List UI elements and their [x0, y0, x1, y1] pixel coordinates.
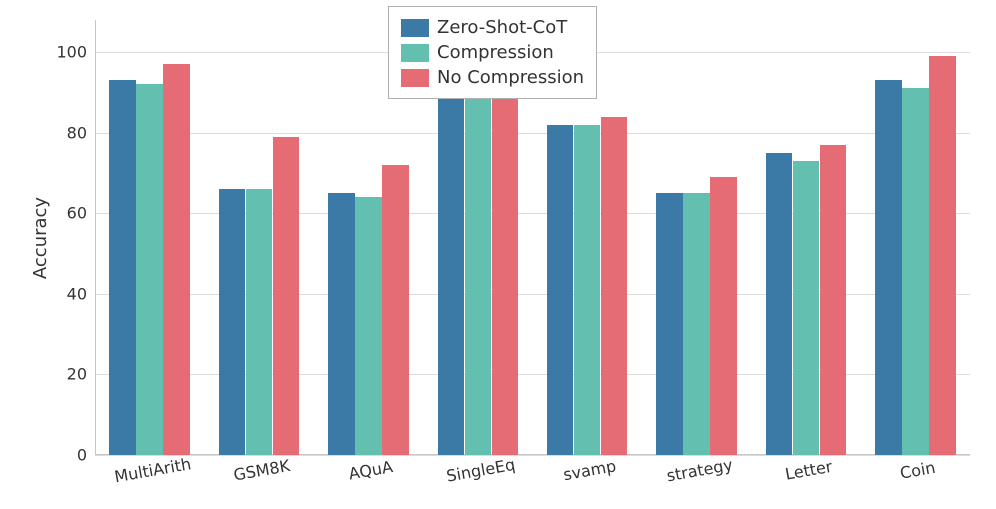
ytick-label: 0: [77, 446, 95, 465]
legend-item: Compression: [401, 40, 584, 65]
y-axis-label: Accuracy: [30, 196, 51, 278]
bar: [382, 165, 408, 455]
legend-item: Zero-Shot-CoT: [401, 15, 584, 40]
y-axis-line: [95, 20, 96, 455]
bar: [136, 84, 162, 455]
bar: [710, 177, 736, 455]
bar: [574, 125, 600, 455]
bar: [273, 137, 299, 455]
bar: [547, 125, 573, 455]
chart-container: 020406080100MultiArithGSM8KAQuASingleEqs…: [0, 0, 996, 509]
bar: [820, 145, 846, 455]
bar: [683, 193, 709, 455]
bar: [929, 56, 955, 455]
ytick-label: 20: [67, 365, 95, 384]
legend: Zero-Shot-CoT Compression No Compression: [388, 6, 597, 99]
bar: [163, 64, 189, 455]
bar: [875, 80, 901, 455]
ytick-label: 80: [67, 123, 95, 142]
legend-label: Compression: [437, 42, 554, 63]
legend-swatch: [401, 44, 429, 62]
bar: [656, 193, 682, 455]
legend-item: No Compression: [401, 65, 584, 90]
ytick-label: 100: [56, 43, 95, 62]
bar: [793, 161, 819, 455]
ytick-label: 40: [67, 284, 95, 303]
bar: [246, 189, 272, 455]
legend-swatch: [401, 19, 429, 37]
bar: [219, 189, 245, 455]
bar: [902, 88, 928, 455]
bar: [465, 88, 491, 455]
legend-swatch: [401, 69, 429, 87]
legend-label: No Compression: [437, 67, 584, 88]
gridline: [95, 455, 970, 456]
bar: [492, 84, 518, 455]
legend-label: Zero-Shot-CoT: [437, 17, 567, 38]
bar: [328, 193, 354, 455]
bar: [109, 80, 135, 455]
bar: [438, 88, 464, 455]
bar: [601, 117, 627, 455]
gridline: [95, 133, 970, 134]
xtick-label: Coin: [898, 452, 937, 483]
ytick-label: 60: [67, 204, 95, 223]
bar: [766, 153, 792, 455]
bar: [355, 197, 381, 455]
